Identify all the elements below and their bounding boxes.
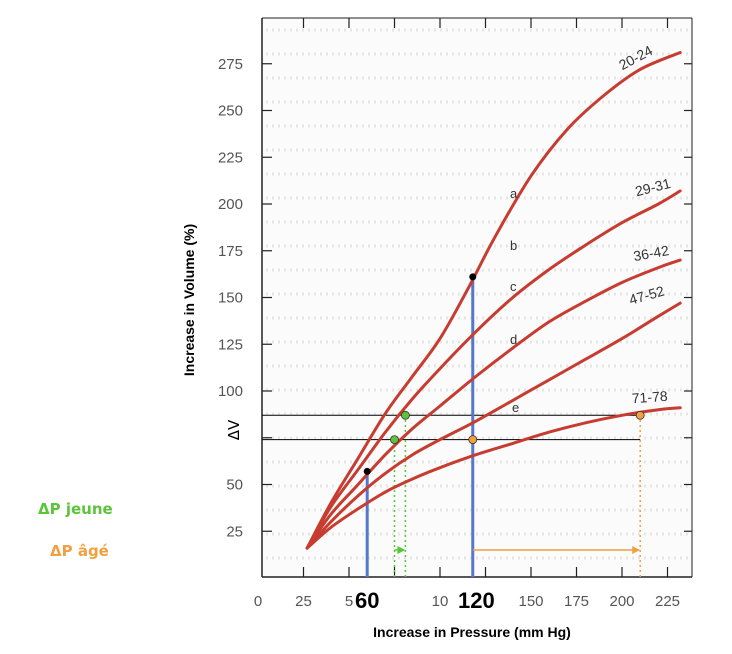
y-tick-label: 200 <box>218 196 243 213</box>
y-tick-label: 25 <box>226 523 243 540</box>
tick-marks <box>262 18 692 577</box>
curve-b <box>305 189 682 550</box>
y-tick-label: 150 <box>218 290 243 307</box>
delta-p-young-label: ΔP jeune <box>38 500 113 518</box>
delta-p-old-label: ΔP âgé <box>50 542 109 560</box>
y-tick-label: 100 <box>218 383 243 400</box>
y-axis-title: Increase in Volume (%) <box>181 224 197 376</box>
curve-e <box>305 406 682 550</box>
tick-labels: 25 50 100 125 150 175 200 225 250 275 0 25 5 10 150 175… <box>218 56 680 613</box>
y-tick-label: 50 <box>226 477 243 494</box>
young-point-2 <box>390 435 399 445</box>
x-tick-label: 200 <box>609 593 634 610</box>
marker-points <box>363 273 645 475</box>
x-highlight-tick-60: 60 <box>355 588 379 613</box>
old-delta-p-arrow-head <box>632 545 641 554</box>
x-highlight-tick-120: 120 <box>458 588 495 613</box>
x-tick-label: 150 <box>518 593 543 610</box>
x-tick-label: 5 <box>345 593 353 610</box>
black-point-2 <box>469 273 477 281</box>
curve-letter-d: d <box>510 332 517 347</box>
x-tick-label: 175 <box>564 593 589 610</box>
curve-letter-a: a <box>510 186 518 201</box>
x-tick-label: 10 <box>432 593 449 610</box>
age-group-e: 71-78 <box>631 388 668 406</box>
young-delta-p-arrow-head <box>397 545 406 554</box>
curve-letter-e: e <box>512 400 519 415</box>
y-tick-label: 250 <box>218 103 243 120</box>
curve-c <box>305 258 682 550</box>
x-tick-label: 0 <box>254 593 262 610</box>
curve-d <box>305 301 682 550</box>
young-point-1 <box>401 410 410 420</box>
curve-letter-b: b <box>510 238 517 253</box>
y-tick-label: 125 <box>218 336 243 353</box>
black-point-1 <box>363 467 371 475</box>
delta-v-label: ΔV <box>225 419 243 440</box>
y-tick-label: 275 <box>218 56 243 73</box>
curve-a <box>305 51 682 550</box>
x-tick-label: 25 <box>295 593 312 610</box>
curve-letter-c: c <box>510 279 517 294</box>
age-group-c: 36-42 <box>632 242 670 264</box>
y-tick-label: 225 <box>218 149 243 166</box>
old-point-2 <box>468 435 478 445</box>
old-point-1 <box>635 410 645 420</box>
x-axis-title: Increase in Pressure (mm Hg) <box>373 624 571 640</box>
plot-background <box>262 18 692 577</box>
y-tick-label: 175 <box>218 243 243 260</box>
x-tick-label: 225 <box>655 593 680 610</box>
plot-area <box>262 18 692 577</box>
